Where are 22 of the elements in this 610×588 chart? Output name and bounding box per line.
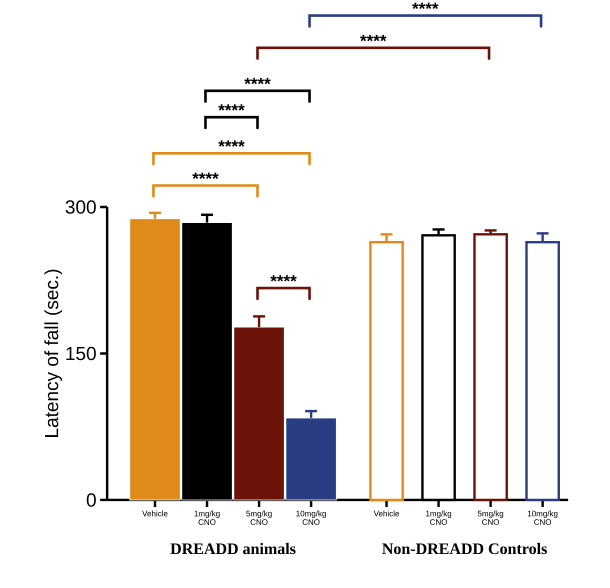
annotation: **** — [270, 275, 297, 282]
text: **** — [192, 172, 219, 179]
bar — [473, 233, 508, 502]
text: **** — [360, 34, 386, 42]
y-axis-title: Latency of fall (sec.) — [44, 270, 62, 437]
text: **** — [218, 140, 245, 147]
y-tick-label: 0 — [86, 493, 96, 507]
x-tick-label: 1mg/kg CNO — [426, 510, 452, 525]
x-tick-label: 5mg/kg CNO — [246, 510, 272, 525]
y-tick-label: 150 — [66, 346, 96, 360]
text: **** — [412, 2, 439, 10]
x-tick-label: 10mg/kg CNO — [528, 510, 558, 525]
text: Non-DREADD Controls — [382, 542, 547, 554]
text: DREADD animals — [170, 542, 296, 554]
text: **** — [244, 78, 271, 84]
text: **** — [218, 104, 245, 111]
x-tick-label: 1mg/kg CNO — [194, 510, 220, 525]
x-tick-label: 10mg/kg CNO — [296, 510, 326, 525]
x-tick-label: Vehicle — [142, 510, 168, 516]
x-tick-label: 5mg/kg CNO — [478, 510, 504, 525]
y-tick-label: 300 — [66, 200, 96, 214]
x-tick-label: Vehicle — [374, 510, 400, 516]
